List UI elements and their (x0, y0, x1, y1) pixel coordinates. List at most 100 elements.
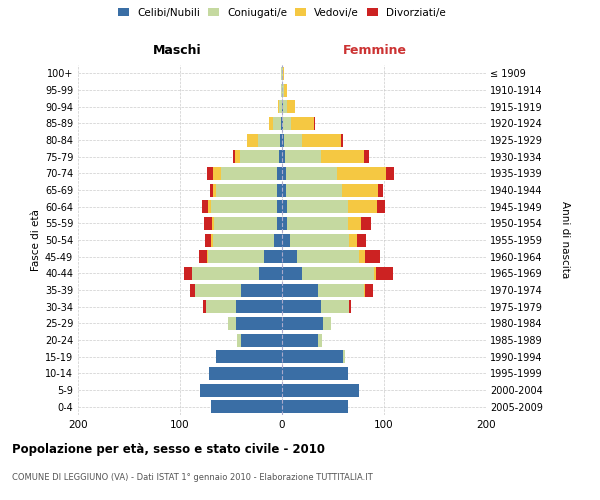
Bar (282, 234, 290, 246)
Bar (323, 317, 331, 330)
Bar (206, 250, 208, 263)
Bar (282, 300, 321, 313)
Bar (282, 150, 285, 163)
Bar (302, 267, 374, 280)
Bar (282, 100, 283, 113)
Bar (269, 117, 273, 130)
Bar (282, 267, 302, 280)
Bar (302, 134, 341, 146)
Bar (349, 234, 358, 246)
Bar (282, 200, 287, 213)
Bar (318, 284, 364, 296)
Bar (211, 200, 277, 213)
Bar (365, 284, 373, 296)
Bar (282, 334, 318, 346)
Bar (216, 350, 282, 363)
Bar (365, 250, 380, 263)
Bar (341, 134, 343, 146)
Bar (364, 284, 365, 296)
Bar (241, 284, 282, 296)
Text: Femmine: Femmine (343, 44, 407, 58)
Bar (298, 250, 359, 263)
Bar (284, 84, 287, 96)
Bar (208, 200, 211, 213)
Y-axis label: Anni di nascita: Anni di nascita (560, 202, 570, 278)
Bar (196, 284, 241, 296)
Bar (343, 350, 345, 363)
Bar (192, 267, 259, 280)
Bar (211, 400, 282, 413)
Bar (184, 267, 192, 280)
Bar (282, 67, 283, 80)
Bar (282, 217, 287, 230)
Bar (199, 250, 206, 263)
Bar (212, 234, 274, 246)
Bar (285, 150, 321, 163)
Bar (212, 217, 214, 230)
Bar (374, 267, 376, 280)
Bar (277, 184, 282, 196)
Text: Popolazione per età, sesso e stato civile - 2010: Popolazione per età, sesso e stato civil… (12, 442, 325, 456)
Bar (263, 250, 282, 263)
Bar (376, 267, 393, 280)
Bar (358, 234, 365, 246)
Bar (286, 184, 342, 196)
Bar (282, 184, 286, 196)
Bar (228, 317, 236, 330)
Bar (282, 134, 284, 146)
Bar (259, 267, 282, 280)
Bar (290, 234, 349, 246)
Bar (386, 167, 394, 180)
Bar (286, 167, 337, 180)
Bar (212, 184, 216, 196)
Bar (277, 200, 282, 213)
Bar (241, 334, 282, 346)
Bar (281, 67, 282, 80)
Bar (342, 184, 378, 196)
Bar (257, 134, 280, 146)
Bar (282, 117, 283, 130)
Bar (282, 284, 318, 296)
Bar (291, 117, 314, 130)
Bar (206, 234, 211, 246)
Bar (214, 217, 277, 230)
Bar (364, 150, 369, 163)
Legend: Celibi/Nubili, Coniugati/e, Vedovi/e, Divorziati/e: Celibi/Nubili, Coniugati/e, Vedovi/e, Di… (118, 8, 446, 18)
Bar (277, 167, 282, 180)
Bar (277, 217, 282, 230)
Bar (349, 300, 352, 313)
Bar (287, 200, 349, 213)
Bar (212, 167, 221, 180)
Bar (284, 134, 302, 146)
Y-axis label: Fasce di età: Fasce di età (31, 209, 41, 271)
Bar (281, 117, 282, 130)
Bar (278, 100, 279, 113)
Bar (203, 300, 206, 313)
Bar (205, 217, 212, 230)
Bar (209, 367, 282, 380)
Bar (283, 117, 291, 130)
Bar (282, 250, 298, 263)
Bar (281, 84, 282, 96)
Bar (209, 184, 212, 196)
Bar (233, 150, 235, 163)
Bar (378, 184, 383, 196)
Bar (236, 317, 282, 330)
Bar (216, 184, 277, 196)
Bar (190, 284, 196, 296)
Bar (279, 150, 282, 163)
Bar (274, 234, 282, 246)
Bar (282, 167, 286, 180)
Bar (287, 100, 295, 113)
Bar (349, 200, 377, 213)
Bar (206, 167, 212, 180)
Bar (200, 384, 282, 396)
Text: COMUNE DI LEGGIUNO (VA) - Dati ISTAT 1° gennaio 2010 - Elaborazione TUTTITALIA.I: COMUNE DI LEGGIUNO (VA) - Dati ISTAT 1° … (12, 472, 373, 482)
Bar (282, 317, 323, 330)
Bar (206, 300, 236, 313)
Bar (283, 67, 284, 80)
Bar (377, 200, 385, 213)
Bar (318, 334, 322, 346)
Bar (202, 200, 208, 213)
Text: Maschi: Maschi (152, 44, 202, 58)
